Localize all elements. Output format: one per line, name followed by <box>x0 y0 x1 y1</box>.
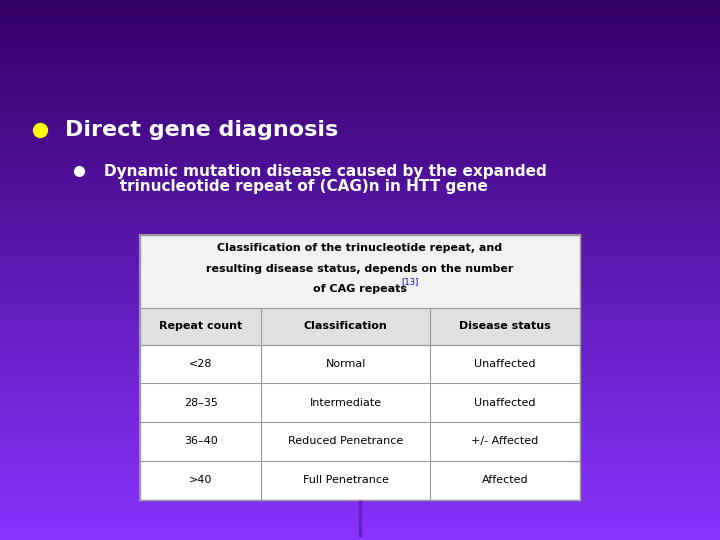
Text: trinucleotide repeat of (CAG)n in HTT gene: trinucleotide repeat of (CAG)n in HTT ge… <box>104 179 488 194</box>
FancyBboxPatch shape <box>140 422 580 461</box>
Text: [13]: [13] <box>401 278 418 286</box>
Text: resulting disease status, depends on the number: resulting disease status, depends on the… <box>207 264 513 274</box>
Text: Normal: Normal <box>325 359 366 369</box>
Text: 36–40: 36–40 <box>184 436 217 447</box>
Text: <28: <28 <box>189 359 212 369</box>
Text: +/- Affected: +/- Affected <box>472 436 539 447</box>
Text: >40: >40 <box>189 475 212 485</box>
FancyBboxPatch shape <box>140 235 580 308</box>
FancyBboxPatch shape <box>140 383 580 422</box>
FancyBboxPatch shape <box>140 345 580 383</box>
Text: Full Penetrance: Full Penetrance <box>303 475 389 485</box>
Text: Classification: Classification <box>304 321 387 331</box>
Text: Unaffected: Unaffected <box>474 359 536 369</box>
Text: Intermediate: Intermediate <box>310 397 382 408</box>
FancyBboxPatch shape <box>140 235 580 500</box>
Text: Classification of the trinucleotide repeat, and: Classification of the trinucleotide repe… <box>217 244 503 253</box>
Text: Direct gene diagnosis: Direct gene diagnosis <box>65 119 338 140</box>
FancyBboxPatch shape <box>140 308 580 345</box>
Text: 28–35: 28–35 <box>184 397 217 408</box>
FancyBboxPatch shape <box>140 461 580 500</box>
Text: Affected: Affected <box>482 475 528 485</box>
Text: Disease status: Disease status <box>459 321 551 331</box>
Text: Reduced Penetrance: Reduced Penetrance <box>288 436 403 447</box>
Text: of CAG repeats: of CAG repeats <box>313 285 407 294</box>
Text: Unaffected: Unaffected <box>474 397 536 408</box>
Text: Dynamic mutation disease caused by the expanded: Dynamic mutation disease caused by the e… <box>104 164 547 179</box>
Text: Repeat count: Repeat count <box>159 321 243 331</box>
